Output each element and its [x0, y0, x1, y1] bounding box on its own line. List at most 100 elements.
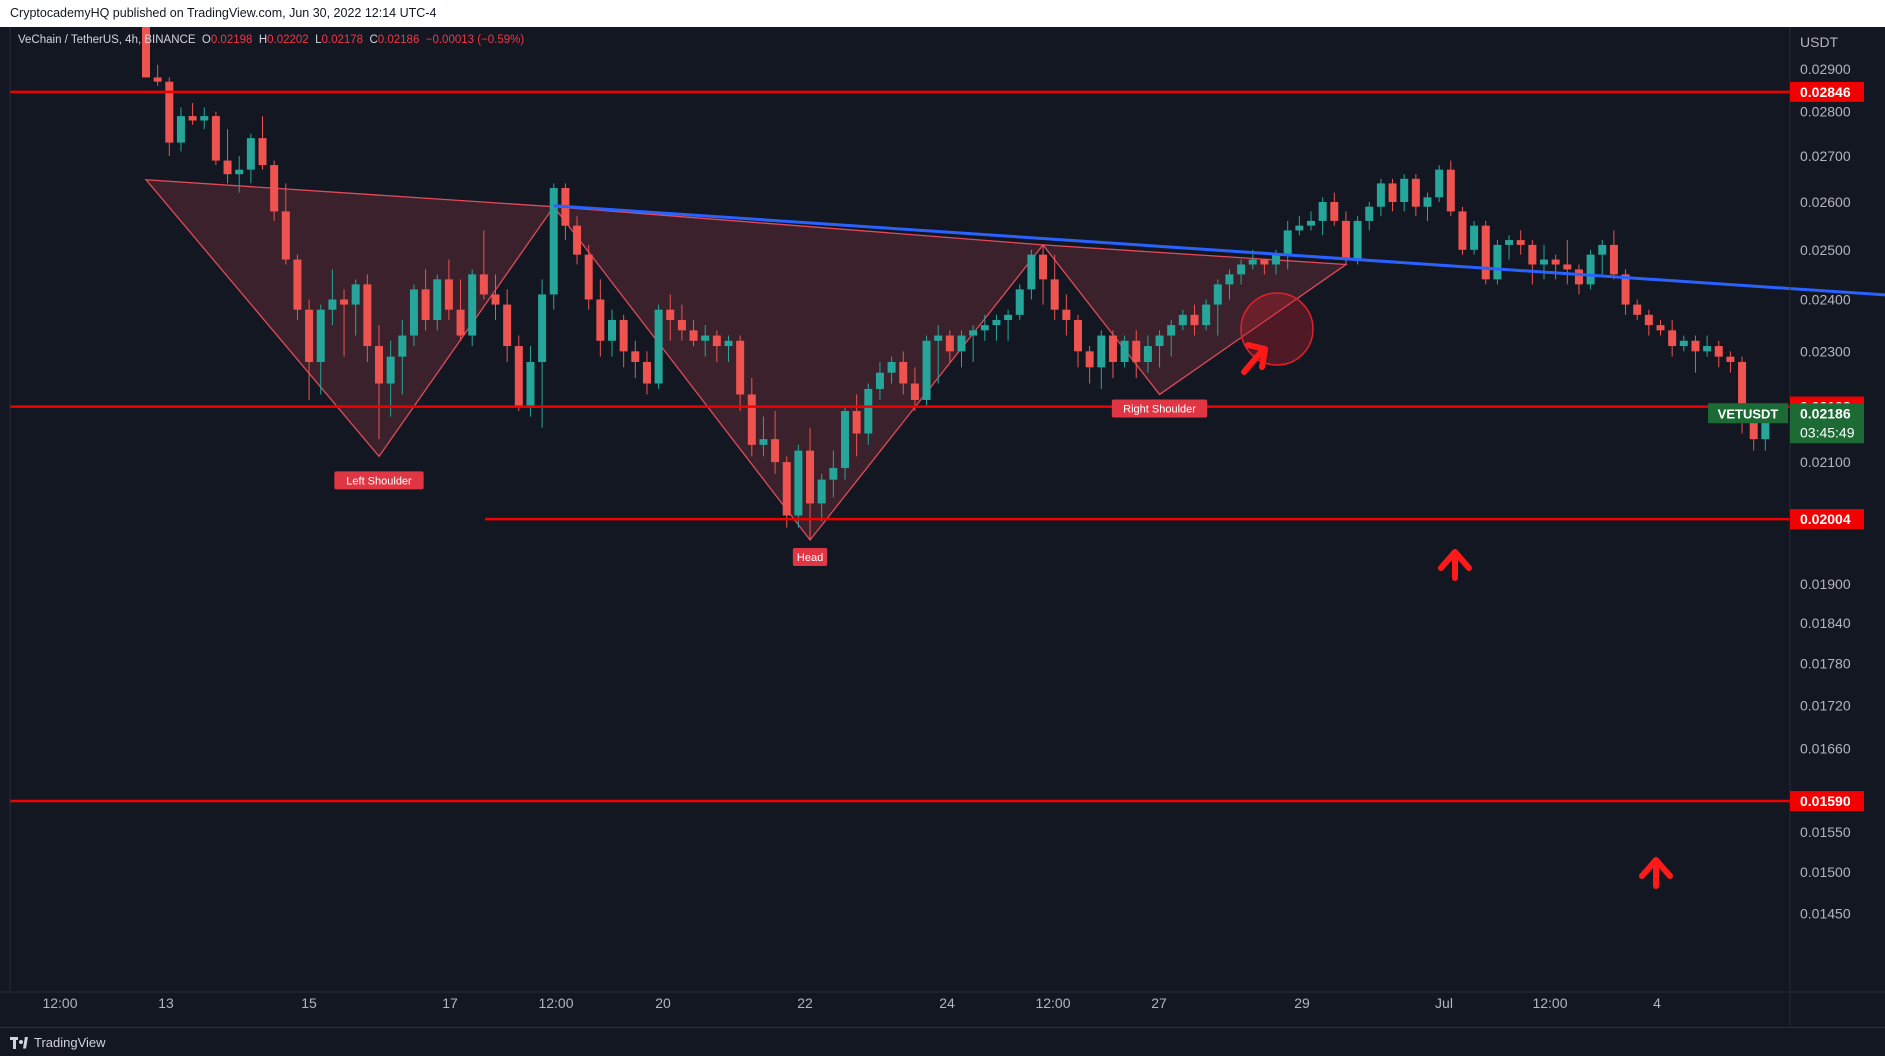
level-price-tag-bg: [1790, 81, 1864, 102]
candle-down: [736, 340, 745, 395]
axis-layer: 0.02900 0.02800 0.02700 0.02600 0.02500 0.024…: [0, 27, 1885, 1027]
candle-down: [1458, 211, 1467, 250]
candle-down: [1481, 225, 1490, 280]
symbol-tag: VETUSDT: [1718, 406, 1779, 421]
candle-down: [491, 294, 500, 305]
candle-up: [992, 319, 1001, 326]
candle-up: [759, 439, 768, 445]
candle-down: [456, 309, 465, 336]
candle-up: [246, 138, 255, 170]
candle-up: [654, 309, 663, 384]
candle-down: [281, 211, 290, 260]
neckline: [553, 204, 1885, 297]
pattern-top-edge: [1043, 244, 1346, 265]
time-tick: 17: [442, 995, 458, 1011]
time-tick: 13: [158, 995, 174, 1011]
legend-close: 0.02186: [377, 34, 420, 46]
legend-open: 0.02198: [210, 34, 253, 46]
candle-up: [829, 467, 838, 480]
candle-up: [1248, 259, 1257, 265]
price-tick: 0.01450: [1800, 905, 1851, 921]
candle-up: [316, 309, 325, 362]
candle-down: [1446, 169, 1455, 212]
time-tick: 12:00: [1532, 995, 1567, 1011]
candle-down: [1609, 244, 1618, 275]
candle-up: [1225, 274, 1234, 285]
candle-down: [899, 361, 908, 384]
tradingview-logo[interactable]: TradingView: [10, 1035, 106, 1050]
candle-down: [1621, 274, 1630, 305]
candle-up: [549, 188, 558, 295]
price-tick: 0.01720: [1800, 697, 1851, 713]
candle-down: [782, 462, 791, 516]
candle-down: [1190, 314, 1199, 326]
time-tick: 12:00: [538, 995, 573, 1011]
time-tick: 22: [797, 995, 813, 1011]
candle-down: [689, 330, 698, 341]
candle-down: [165, 81, 174, 143]
candle-up: [864, 388, 873, 434]
candle-down: [1062, 309, 1071, 320]
candle-up: [1097, 335, 1106, 368]
candle-down: [444, 279, 453, 310]
level-price-tag: 0.01590: [1800, 793, 1851, 809]
chart-area[interactable]: Left Shoulder Head Right Shoulder 0.02900 0…: [0, 7, 1885, 1027]
candle-up: [1213, 284, 1222, 305]
price-tick: 0.02700: [1800, 148, 1851, 164]
publisher-line: CryptocademyHQ published on TradingView.…: [10, 6, 437, 20]
candle-up: [701, 335, 710, 341]
candle-up: [1679, 340, 1688, 347]
candle-down: [1656, 325, 1665, 331]
candle-up: [1237, 264, 1246, 275]
candle-up: [980, 325, 989, 331]
legend-low-key: L: [315, 34, 322, 46]
candle-up: [817, 479, 826, 504]
price-tick: 0.02100: [1800, 454, 1851, 470]
candle-up: [1493, 244, 1502, 280]
candle-up: [875, 372, 884, 389]
symbol-tag-bg: [1708, 403, 1788, 424]
tradingview-brand: TradingView: [34, 1035, 106, 1050]
candle-up: [934, 335, 943, 341]
candle-down: [1411, 178, 1420, 207]
candle-down: [1388, 183, 1397, 203]
candle-up: [526, 361, 535, 406]
candle-down: [479, 274, 488, 295]
legend-close-key: C: [369, 34, 378, 46]
legend-symbol: VeChain / TetherUS, 4h, BINANCE: [18, 34, 196, 46]
candle-down: [1132, 340, 1141, 362]
candle-up: [1703, 346, 1712, 352]
candle-up: [1283, 230, 1292, 255]
candle-down: [1668, 330, 1677, 347]
price-tick: 0.01660: [1800, 741, 1851, 757]
annotation-layer: Left Shoulder Head Right Shoulder: [334, 292, 1673, 889]
candle-up: [794, 450, 803, 516]
candle-up: [1155, 335, 1164, 347]
last-price-tag: 0.02186: [1800, 405, 1851, 421]
candle-down: [363, 284, 372, 347]
levels-layer: [10, 90, 1885, 803]
publish-header: CryptocademyHQ published on TradingView.…: [0, 0, 1885, 27]
candle-up: [1540, 259, 1548, 265]
candle-down: [258, 138, 267, 166]
candle-down: [1633, 304, 1642, 315]
candle-up: [1376, 183, 1385, 207]
candle-down: [514, 346, 523, 406]
candle-up: [351, 284, 360, 305]
candle-up: [386, 356, 395, 384]
last-price-tag-bg: [1790, 403, 1864, 444]
candle-down: [852, 411, 861, 434]
candle-down: [584, 254, 593, 300]
candle-down: [945, 335, 954, 352]
candle-down: [910, 383, 919, 400]
candle-down: [142, 7, 150, 78]
bottom-bar: TradingView: [0, 1027, 1885, 1056]
retest-arrow-head-icon: [1245, 342, 1268, 370]
candle-down: [677, 319, 686, 331]
time-tick: 20: [655, 995, 671, 1011]
candle-up: [1202, 304, 1211, 326]
price-tick: 0.01550: [1800, 824, 1851, 840]
candle-up: [433, 279, 442, 320]
